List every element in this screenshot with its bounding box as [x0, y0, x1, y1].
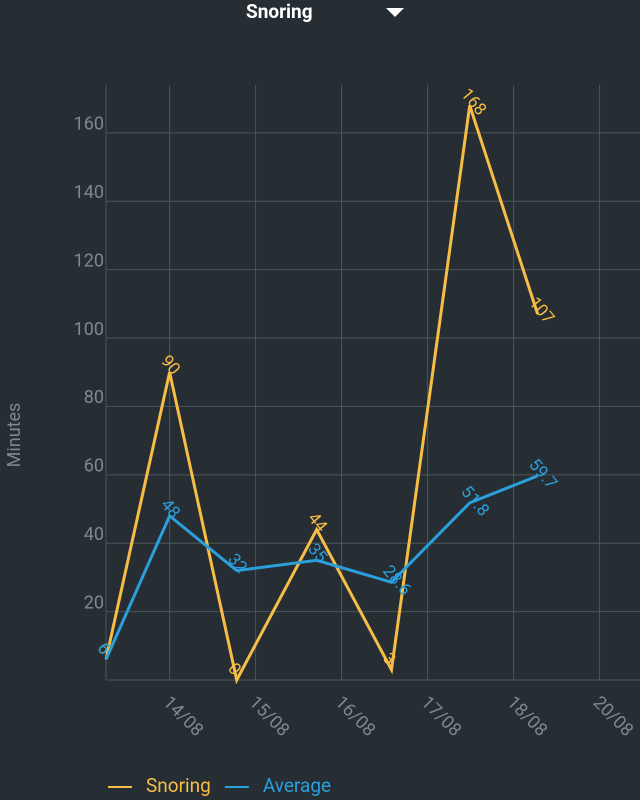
y-tick-label: 20 [84, 592, 104, 613]
chart-title: Snoring [246, 0, 313, 23]
y-tick-label: 40 [84, 524, 104, 545]
y-tick-label: 80 [84, 387, 104, 408]
y-tick-label: 120 [74, 250, 104, 271]
legend-label: Snoring [146, 774, 211, 797]
series-line [104, 105, 540, 685]
y-tick-label: 100 [74, 319, 104, 340]
title-dropdown[interactable]: Snoring [246, 0, 404, 23]
y-tick-label: 60 [84, 456, 104, 477]
y-tick-label: 160 [74, 114, 104, 135]
y-axis-label: Minutes [4, 403, 25, 468]
y-tick-label: 140 [74, 182, 104, 203]
series-line [104, 474, 539, 661]
legend-label: Average [263, 774, 331, 797]
dropdown-arrow[interactable] [386, 8, 404, 17]
